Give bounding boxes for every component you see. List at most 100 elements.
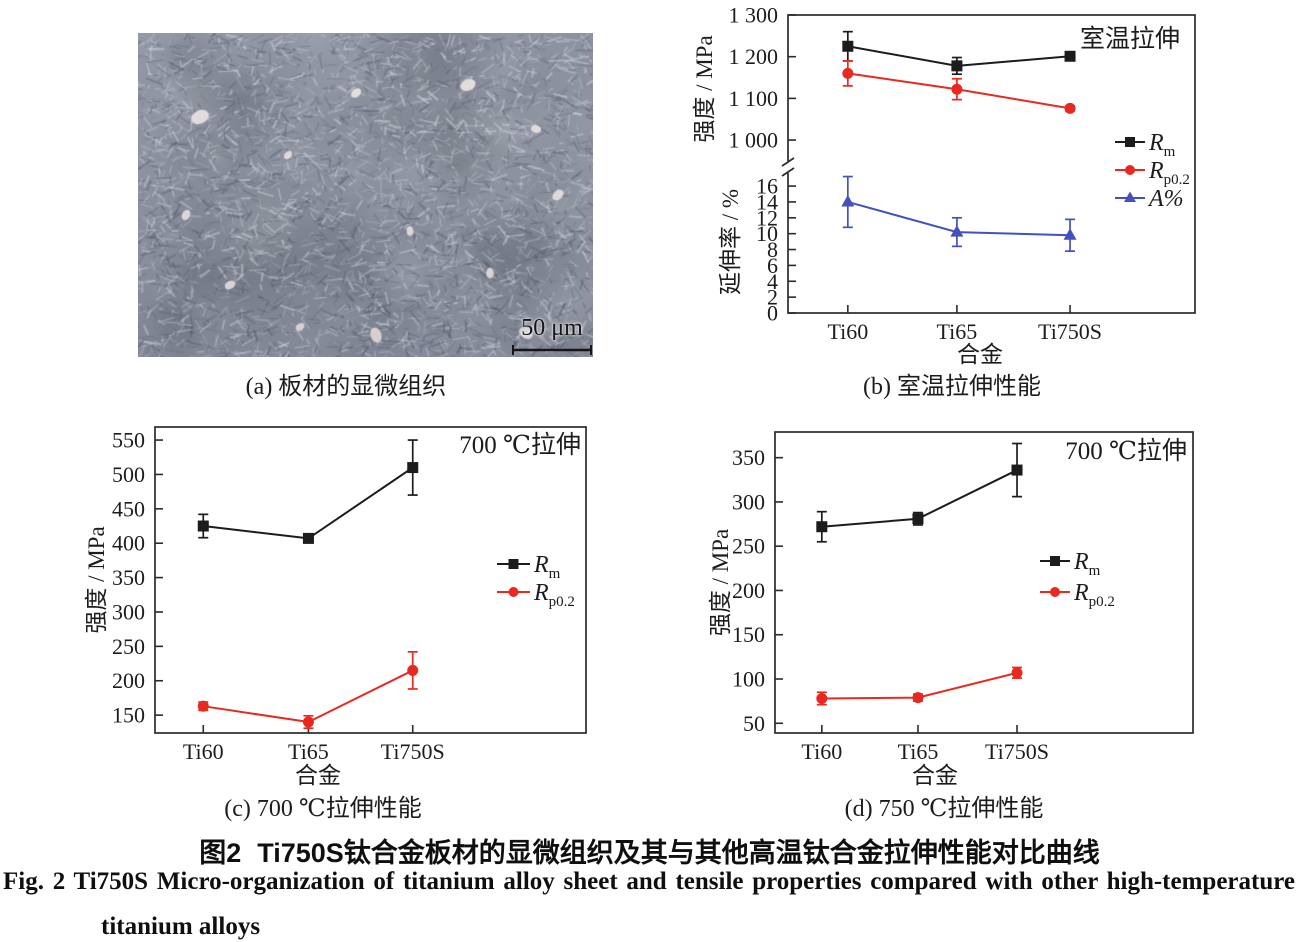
scale-bar-label: 50 μm <box>521 315 583 341</box>
y-tick-label: 14 <box>756 189 778 214</box>
y-tick-label: 350 <box>732 445 765 470</box>
y-tick-label: 300 <box>112 599 145 624</box>
y-tick-label: 300 <box>732 489 765 514</box>
x-tick-label: Ti60 <box>183 739 224 764</box>
y-tick-label: 6 <box>767 253 778 278</box>
y-axis-label: 强度 / MPa <box>692 35 717 142</box>
legend-label-A%: A% <box>1147 186 1184 212</box>
axis-break-mark <box>781 157 795 167</box>
marker-circle <box>912 692 924 704</box>
series-line <box>203 466 414 540</box>
figure-caption-en-line2: titanium alloys <box>101 913 261 940</box>
marker-square <box>816 521 828 533</box>
y-tick-label: 4 <box>767 269 778 294</box>
y-axis-label: 强度 / MPa <box>84 526 109 633</box>
axes: Ti60 Ti65 Ti750S 合金 700 ℃拉伸 550 500 450 400 350 30… <box>84 428 581 788</box>
marker-triangle <box>1063 228 1077 240</box>
marker-circle <box>951 83 963 95</box>
marker-square <box>508 559 519 569</box>
x-axis-label: 合金 <box>912 763 958 788</box>
marker-circle <box>1050 587 1060 597</box>
marker-triangle <box>841 194 855 207</box>
y-tick-label: 2 <box>767 285 778 310</box>
y-tick-label: 1 100 <box>729 86 779 111</box>
marker-square <box>912 513 924 525</box>
legend-label-Rm: Rm <box>533 552 561 582</box>
axis-break-mark <box>781 167 795 177</box>
axes: Ti60 Ti65 Ti750S 合金 室温拉伸 1 300 1 200 1 100 1 000… <box>692 3 1180 368</box>
y-tick-label: 150 <box>112 703 145 728</box>
y-tick-label: 10 <box>756 221 778 246</box>
series-A% <box>841 175 1077 252</box>
series-Rm <box>197 439 419 544</box>
plot-frame <box>154 426 587 734</box>
y-tick-label: 250 <box>112 634 145 659</box>
marker-circle <box>302 716 314 728</box>
chart-title: 700 ℃拉伸 <box>459 431 581 459</box>
x-axis-label: 合金 <box>295 763 341 788</box>
figure-caption-zh-label: 图2 <box>199 838 242 868</box>
x-tick-label: Ti60 <box>827 319 868 344</box>
marker-square <box>951 60 963 72</box>
micrograph-image <box>138 33 593 357</box>
series-Rp0.2 <box>816 666 1023 706</box>
y-tick-label: 350 <box>112 565 145 590</box>
y-tick-label: 250 <box>732 534 765 559</box>
legend-label-Rm: Rm <box>1073 549 1101 579</box>
marker-circle <box>1011 667 1023 679</box>
marker-circle <box>1125 165 1135 175</box>
y-tick-label: 400 <box>112 531 145 556</box>
marker-square <box>1125 137 1135 147</box>
panel-a-caption: (a) 板材的显微组织 <box>245 374 447 400</box>
legend-label-Rp0.2: Rp0.2 <box>533 580 575 610</box>
marker-triangle <box>950 225 964 237</box>
x-tick-label: Ti750S <box>985 739 1049 764</box>
series-Rp0.2 <box>197 651 419 730</box>
marker-square <box>197 520 209 532</box>
marker-circle <box>407 664 419 676</box>
y-tick-label: 16 <box>756 174 778 199</box>
y-tick-label: 150 <box>732 622 765 647</box>
marker-square <box>1050 556 1060 566</box>
figure-caption-en-line1: Fig. 2 Ti750S Micro-organization of tita… <box>3 868 1295 896</box>
marker-triangle <box>1124 191 1136 202</box>
x-tick-label: Ti65 <box>288 739 329 764</box>
y-tick-label: 1 300 <box>729 3 779 28</box>
y-axis-label: 强度 / MPa <box>708 529 733 636</box>
y-tick-label: 12 <box>756 205 778 230</box>
marker-circle <box>508 587 519 597</box>
chart-title: 700 ℃拉伸 <box>1065 437 1187 465</box>
marker-square <box>842 40 854 52</box>
marker-square <box>1064 50 1076 62</box>
marker-circle <box>842 67 854 79</box>
plot-frame <box>787 14 1196 314</box>
y-tick-label: 1 000 <box>729 128 779 153</box>
series-Rm <box>842 30 1076 76</box>
marker-circle <box>197 700 209 712</box>
panel-d-caption: (d) 750 ℃拉伸性能 <box>844 796 1044 822</box>
marker-square <box>302 532 314 544</box>
series-line <box>203 669 414 724</box>
y-tick-label: 550 <box>112 428 145 453</box>
x-tick-label: Ti750S <box>381 739 445 764</box>
y-axis-label: 延伸率 / % <box>718 189 743 295</box>
panel-c-caption: (c) 700 ℃拉伸性能 <box>224 796 422 822</box>
chart-room-temperature-tensile: Ti60 Ti65 Ti750S 合金 室温拉伸 1 300 1 200 1 100 1 000… <box>692 3 1196 368</box>
y-tick-label: 8 <box>767 237 778 262</box>
chart-750C-tensile: Ti60 Ti65 Ti750S 合金 700 ℃拉伸 350 300 250 200 150 10… <box>708 431 1194 788</box>
figure-caption-zh: 图2 Ti750S钛合金板材的显微组织及其与其他高温钛合金拉伸性能对比曲线 <box>0 831 1299 870</box>
x-tick-label: Ti60 <box>801 739 842 764</box>
scale-bar-line <box>512 345 592 355</box>
micrograph-panel: 50 μm <box>138 33 593 357</box>
x-axis-label: 合金 <box>957 342 1003 367</box>
y-tick-label: 500 <box>112 462 145 487</box>
y-tick-label: 200 <box>112 668 145 693</box>
marker-circle <box>1064 102 1076 114</box>
y-tick-label: 1 200 <box>729 44 779 69</box>
x-tick-label: Ti65 <box>937 319 978 344</box>
marker-square <box>407 462 419 474</box>
